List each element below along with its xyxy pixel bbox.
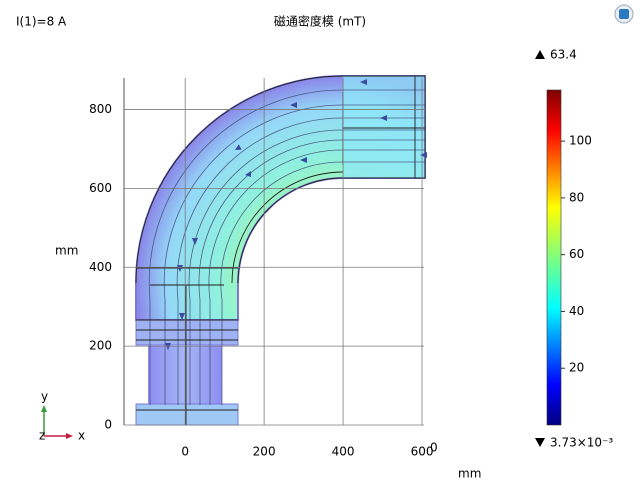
y-tick-label: 200: [89, 339, 112, 353]
x-tick-label: 600: [411, 445, 434, 459]
y-tick-label: 400: [89, 260, 112, 274]
colorbar-tick-label: 40: [569, 304, 584, 318]
axis-triad: y z x: [39, 390, 85, 443]
y-axis-label: mm: [55, 244, 78, 258]
toolbar-icon[interactable]: [614, 4, 634, 24]
stray-label: 0: [430, 441, 438, 455]
y-tick-label: 800: [89, 102, 112, 116]
chart-title: 磁通密度模 (mT): [274, 14, 366, 29]
axes: 0 200 400 600 0 200 400 600 800: [89, 78, 433, 459]
y-tick-label: 600: [89, 181, 112, 195]
colorbar-tick-label: 80: [569, 190, 584, 204]
colorbar-tick-label: 20: [569, 361, 584, 375]
triad-label: y: [41, 390, 48, 404]
min-label: 3.73×10⁻³: [550, 436, 613, 450]
x-tick-label: 200: [253, 445, 276, 459]
annotation: I(1)=8 A: [16, 15, 67, 29]
triad-label: x: [78, 429, 85, 443]
x-axis-label: mm: [458, 467, 481, 480]
min-marker: [535, 438, 545, 447]
max-marker: [535, 50, 545, 59]
max-label: 63.4: [550, 48, 577, 62]
x-tick-label: 0: [181, 445, 189, 459]
triad-label: z: [39, 429, 45, 443]
colorbar-tick-label: 100: [569, 134, 592, 148]
geometry: [135, 75, 427, 426]
colorbar: [546, 89, 562, 426]
x-tick-label: 400: [332, 445, 355, 459]
colorbar-tick-label: 60: [569, 247, 584, 261]
y-tick-label: 0: [104, 418, 112, 432]
